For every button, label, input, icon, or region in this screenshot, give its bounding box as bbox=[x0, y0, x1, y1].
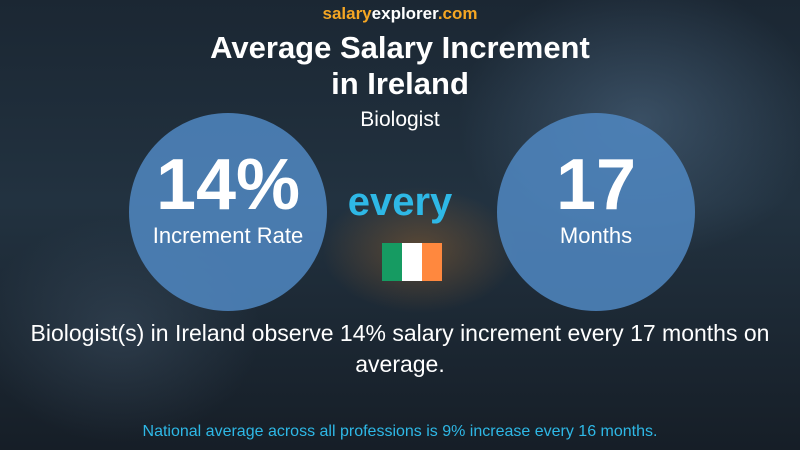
brand-part: .com bbox=[437, 4, 478, 23]
period-value: 17 bbox=[555, 145, 637, 225]
title-line: in Ireland bbox=[331, 66, 469, 101]
brand: salaryexplorer.com bbox=[0, 4, 800, 24]
description: Biologist(s) in Ireland observe 14% sala… bbox=[30, 320, 770, 377]
subtitle: Biologist bbox=[360, 108, 440, 131]
title-line: Average Salary Increment bbox=[210, 30, 590, 65]
increment-label: Increment Rate bbox=[152, 223, 304, 248]
period-circle: 17 Months bbox=[497, 113, 695, 311]
connector: every bbox=[347, 180, 453, 224]
increment-circle: 14% Increment Rate bbox=[129, 113, 327, 311]
period-label: Months bbox=[559, 223, 633, 248]
flag-stripe bbox=[402, 243, 422, 281]
brand-part: salary bbox=[322, 4, 372, 23]
flag-stripe bbox=[422, 243, 442, 281]
flag bbox=[382, 243, 442, 281]
flag-stripe bbox=[382, 243, 402, 281]
increment-value: 14% bbox=[155, 145, 301, 225]
footer: National average across all professions … bbox=[142, 423, 658, 440]
brand-part: explorer bbox=[371, 4, 438, 23]
